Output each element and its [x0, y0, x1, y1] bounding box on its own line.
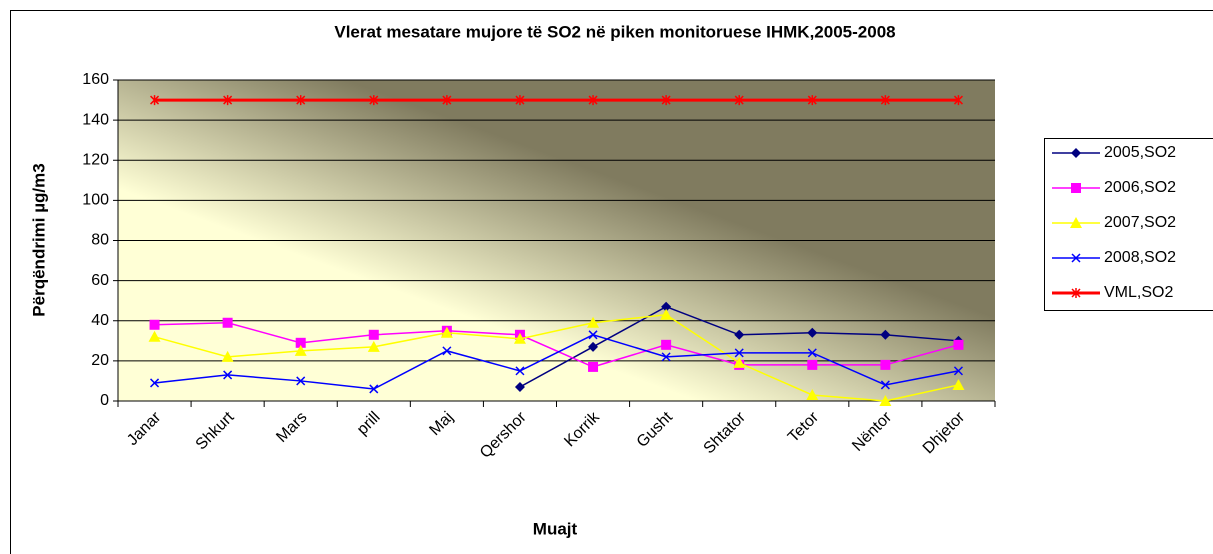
y-tick-label: 0: [100, 392, 109, 409]
data-point: [294, 344, 307, 356]
data-point: [148, 330, 161, 342]
y-tick-label: 140: [82, 111, 109, 128]
data-point: [515, 366, 525, 376]
data-point: [296, 376, 306, 386]
data-point: [150, 378, 160, 388]
legend: 2005,SO2 2006,SO2 2007,SO2 2008,SO2 VML,SO2: [1044, 138, 1213, 311]
series-line: [154, 333, 959, 390]
y-tick-label: 60: [91, 272, 109, 289]
data-point: [880, 329, 891, 340]
data-point: [879, 395, 892, 406]
y-tick-label: 100: [82, 192, 109, 209]
data-point: [515, 95, 525, 106]
data-point: [442, 346, 452, 356]
data-point: [514, 381, 525, 392]
y-tick-label: 20: [91, 352, 109, 369]
data-point: [733, 356, 746, 368]
data-point: [661, 95, 671, 106]
data-point: [953, 339, 964, 350]
data-point: [588, 95, 598, 106]
data-point: [368, 329, 379, 340]
data-point: [296, 95, 306, 106]
data-point: [588, 361, 599, 372]
data-point: [661, 352, 671, 362]
y-tick-label: 120: [82, 151, 109, 168]
data-point: [369, 384, 379, 394]
data-point: [513, 332, 526, 344]
chart-title: Vlerat mesatare mujore të SO2 në piken m…: [334, 22, 895, 41]
legend-label: VML,SO2: [1104, 284, 1173, 301]
data-point: [588, 330, 598, 340]
data-point: [953, 366, 963, 376]
data-point: [807, 95, 817, 106]
marker: [1071, 253, 1081, 263]
data-point: [880, 359, 891, 370]
y-axis-title: Përqëndrimi µg/m3: [29, 163, 48, 316]
legend-label: 2005,SO2: [1104, 144, 1176, 161]
marker: [1071, 148, 1081, 158]
marker: [1071, 183, 1081, 193]
data-point: [369, 95, 379, 106]
data-point: [295, 337, 306, 348]
marker: [1070, 217, 1082, 228]
data-point: [150, 95, 160, 106]
data-point: [807, 359, 818, 370]
data-point: [734, 95, 744, 106]
data-point: [221, 350, 234, 362]
data-point: [734, 329, 745, 340]
data-point: [223, 370, 233, 380]
data-point: [806, 388, 819, 400]
series-line: [154, 313, 959, 402]
series-line: [154, 322, 959, 368]
data-point: [222, 317, 233, 328]
data-point: [880, 380, 890, 390]
y-tick-label: 160: [82, 71, 109, 88]
data-point: [367, 340, 380, 352]
data-point: [953, 95, 963, 106]
data-point: [223, 95, 233, 106]
data-point: [952, 378, 965, 390]
data-point: [588, 341, 599, 352]
y-tick-label: 80: [91, 232, 109, 249]
legend-label: 2007,SO2: [1104, 214, 1176, 231]
data-point: [661, 339, 672, 350]
data-point: [660, 308, 673, 320]
marker: [1071, 288, 1081, 298]
data-point: [880, 95, 890, 106]
data-point: [587, 316, 600, 328]
legend-label: 2006,SO2: [1104, 179, 1176, 196]
data-point: [734, 348, 744, 358]
y-tick-label: 40: [91, 312, 109, 329]
x-axis-title: Muajt: [533, 519, 578, 538]
data-point: [807, 327, 818, 338]
data-point: [807, 348, 817, 358]
data-point: [149, 319, 160, 330]
legend-label: 2008,SO2: [1104, 249, 1176, 266]
data-point: [661, 301, 672, 312]
data-point: [442, 95, 452, 106]
data-point: [440, 326, 453, 338]
